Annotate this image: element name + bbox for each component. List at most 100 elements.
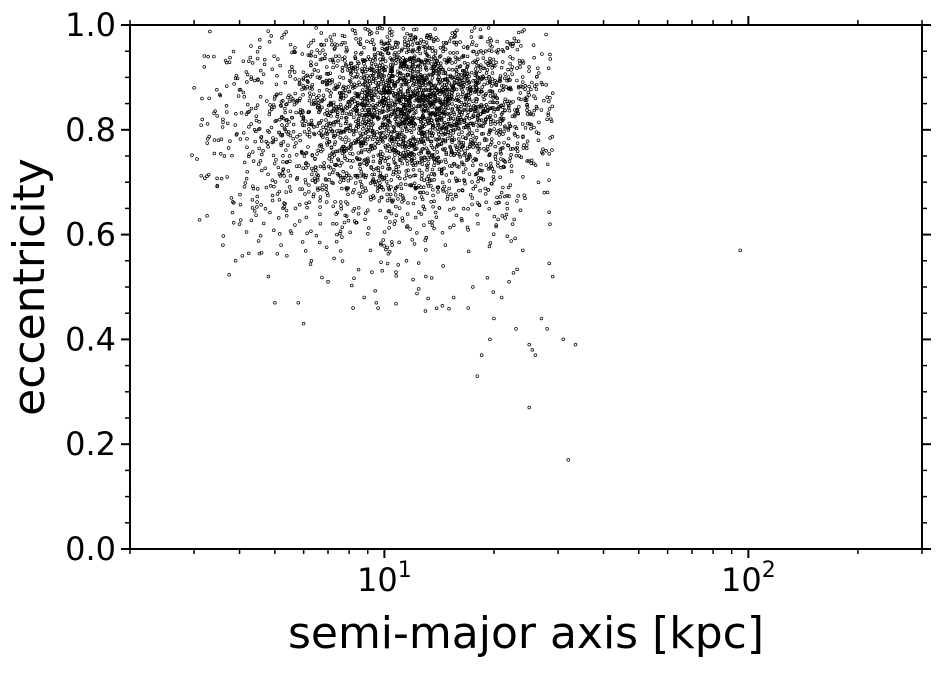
data-point bbox=[522, 193, 526, 198]
data-point bbox=[466, 93, 471, 97]
data-point bbox=[323, 56, 327, 60]
data-point bbox=[380, 46, 384, 51]
data-point bbox=[399, 101, 403, 106]
data-point bbox=[542, 98, 546, 103]
data-point bbox=[453, 176, 458, 181]
data-point bbox=[483, 93, 488, 98]
data-point bbox=[465, 54, 470, 59]
data-point bbox=[403, 124, 408, 128]
data-point bbox=[396, 54, 400, 58]
data-point bbox=[280, 171, 285, 175]
data-point bbox=[272, 228, 276, 233]
data-point bbox=[405, 224, 410, 228]
data-point bbox=[349, 145, 353, 149]
data-point bbox=[404, 112, 409, 116]
data-point bbox=[283, 80, 288, 85]
data-point bbox=[370, 270, 374, 274]
data-point bbox=[423, 103, 428, 108]
data-point bbox=[461, 206, 466, 211]
data-point bbox=[503, 108, 507, 113]
data-point bbox=[443, 107, 447, 112]
data-point bbox=[427, 88, 432, 92]
data-point bbox=[341, 178, 346, 183]
data-point bbox=[449, 94, 454, 99]
data-point bbox=[499, 65, 504, 70]
data-point bbox=[479, 353, 484, 357]
data-point bbox=[425, 168, 429, 172]
data-point bbox=[469, 138, 473, 142]
data-point bbox=[245, 80, 249, 84]
data-point bbox=[499, 295, 504, 300]
data-point bbox=[420, 171, 424, 175]
data-point bbox=[331, 109, 335, 114]
data-point bbox=[474, 158, 479, 162]
data-point bbox=[377, 199, 382, 203]
data-point bbox=[382, 230, 387, 234]
data-point bbox=[521, 175, 525, 179]
data-point bbox=[304, 74, 308, 78]
data-point bbox=[490, 137, 494, 141]
data-point bbox=[462, 178, 467, 183]
data-point bbox=[354, 69, 358, 74]
data-point bbox=[278, 174, 283, 178]
data-point bbox=[404, 129, 409, 133]
data-point bbox=[460, 92, 465, 96]
data-point bbox=[221, 117, 225, 122]
data-point bbox=[432, 160, 437, 164]
data-point bbox=[389, 112, 394, 116]
data-point bbox=[366, 232, 370, 236]
data-point bbox=[344, 111, 349, 116]
data-point bbox=[517, 58, 522, 63]
data-point bbox=[340, 111, 345, 116]
data-point bbox=[355, 156, 359, 160]
data-point bbox=[381, 42, 386, 47]
data-point bbox=[385, 41, 389, 46]
data-point bbox=[353, 181, 358, 185]
data-point bbox=[441, 187, 445, 191]
data-point bbox=[341, 169, 345, 174]
data-point bbox=[513, 133, 517, 137]
data-point bbox=[371, 122, 375, 126]
data-point bbox=[363, 83, 367, 87]
data-point bbox=[495, 119, 500, 124]
data-point bbox=[450, 84, 454, 89]
data-point bbox=[448, 111, 453, 116]
data-point bbox=[400, 194, 405, 198]
data-point bbox=[424, 235, 428, 240]
data-point bbox=[380, 110, 385, 114]
data-point bbox=[290, 115, 294, 120]
data-point bbox=[331, 65, 335, 70]
data-point bbox=[419, 37, 423, 42]
data-point bbox=[454, 43, 459, 47]
data-point bbox=[425, 191, 429, 195]
data-point bbox=[395, 106, 400, 111]
data-point bbox=[401, 151, 406, 155]
data-point bbox=[232, 82, 236, 86]
data-point bbox=[334, 212, 338, 216]
data-point bbox=[404, 82, 409, 87]
data-point bbox=[242, 95, 247, 99]
data-point bbox=[311, 38, 316, 43]
data-point bbox=[508, 156, 513, 160]
data-point bbox=[433, 49, 438, 53]
data-point bbox=[318, 186, 322, 190]
data-point bbox=[340, 137, 344, 142]
data-point bbox=[404, 80, 408, 85]
data-point bbox=[292, 102, 297, 107]
data-point bbox=[412, 104, 416, 108]
data-point bbox=[315, 186, 320, 191]
data-point bbox=[486, 39, 490, 44]
data-point bbox=[429, 276, 434, 280]
data-point bbox=[382, 156, 387, 160]
data-point bbox=[437, 75, 441, 80]
data-point bbox=[339, 115, 344, 120]
data-point bbox=[216, 138, 221, 143]
data-point bbox=[213, 109, 217, 113]
data-point bbox=[338, 123, 343, 127]
data-point bbox=[519, 84, 523, 89]
data-point bbox=[540, 82, 545, 87]
data-point bbox=[395, 133, 400, 137]
data-point bbox=[527, 109, 531, 114]
data-point bbox=[418, 83, 422, 88]
data-point bbox=[372, 46, 377, 51]
